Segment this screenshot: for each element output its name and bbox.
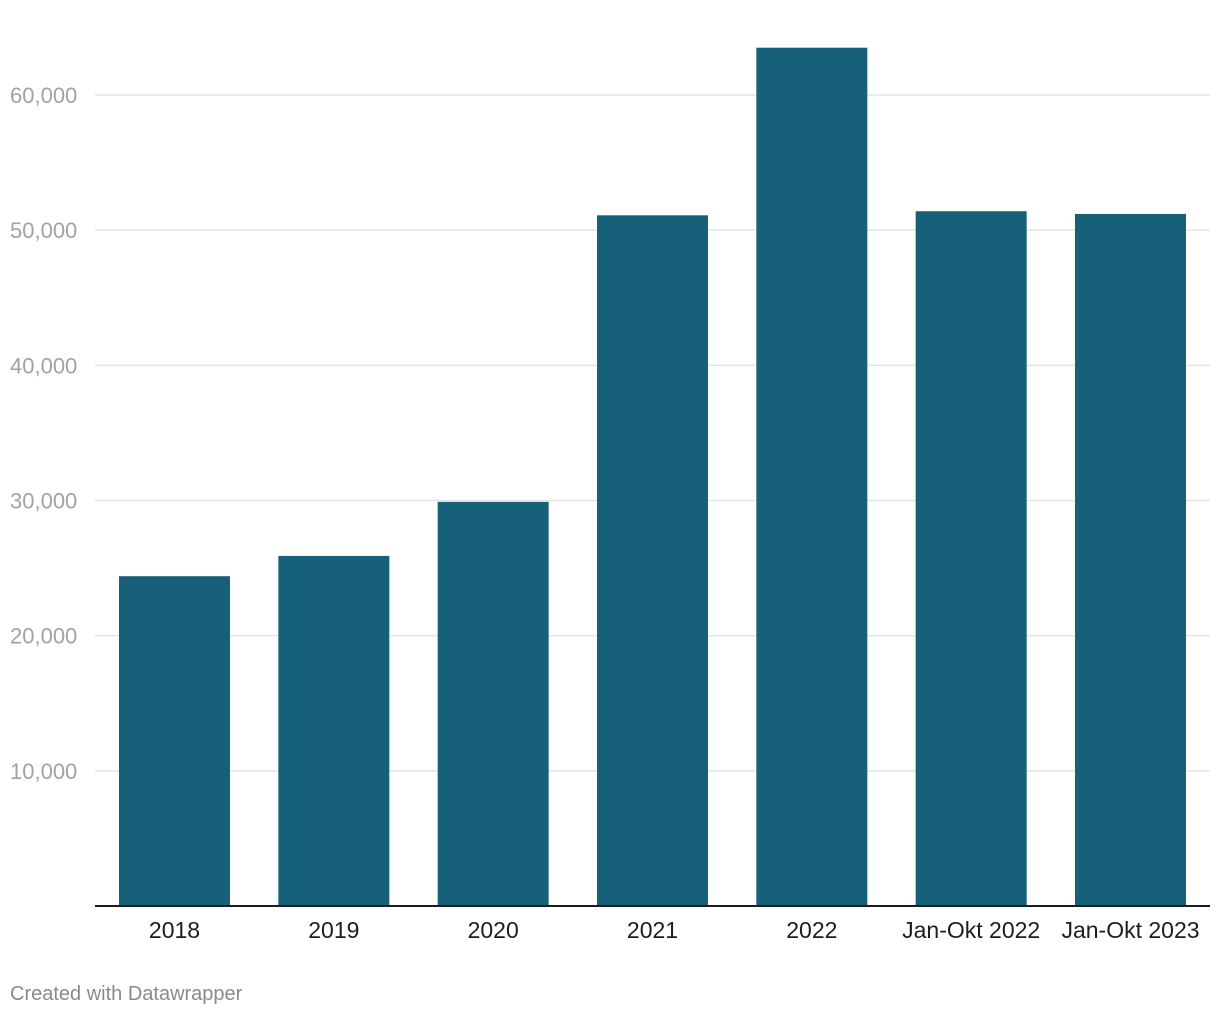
- y-tick-label: 40,000: [10, 353, 77, 378]
- x-tick-label: Jan-Okt 2022: [902, 917, 1040, 943]
- x-tick-label: 2021: [627, 917, 678, 943]
- bars: [119, 47, 1186, 907]
- bar-2021[interactable]: [597, 215, 708, 906]
- y-tick-label: 20,000: [10, 624, 77, 649]
- bar-2020[interactable]: [437, 501, 549, 906]
- y-tick-label: 10,000: [10, 759, 77, 784]
- y-tick-label: 50,000: [10, 218, 77, 243]
- bar-jan-okt-2023[interactable]: [1075, 213, 1186, 907]
- datawrapper-credit[interactable]: Created with Datawrapper: [10, 983, 243, 1005]
- bar-2019[interactable]: [278, 555, 390, 906]
- x-tick-label: 2022: [786, 917, 837, 943]
- x-tick-label: 2020: [468, 917, 519, 943]
- x-tick-label: 2019: [308, 917, 359, 943]
- x-tick-label: Jan-Okt 2023: [1061, 917, 1199, 943]
- y-tick-label: 30,000: [10, 489, 77, 514]
- x-tick-label: 2018: [149, 917, 200, 943]
- y-axis-ticks: 10,000 20,000 30,000 40,000 50,000 60,000: [10, 83, 77, 784]
- x-axis-ticks: 2018 2019 2020 2021 2022 Jan-Okt 2022 Jan-Okt …: [149, 917, 1200, 943]
- bar-2018[interactable]: [119, 576, 230, 906]
- y-tick-label: 60,000: [10, 83, 77, 108]
- bar-2022[interactable]: [756, 47, 868, 907]
- bar-jan-okt-2022[interactable]: [915, 211, 1027, 906]
